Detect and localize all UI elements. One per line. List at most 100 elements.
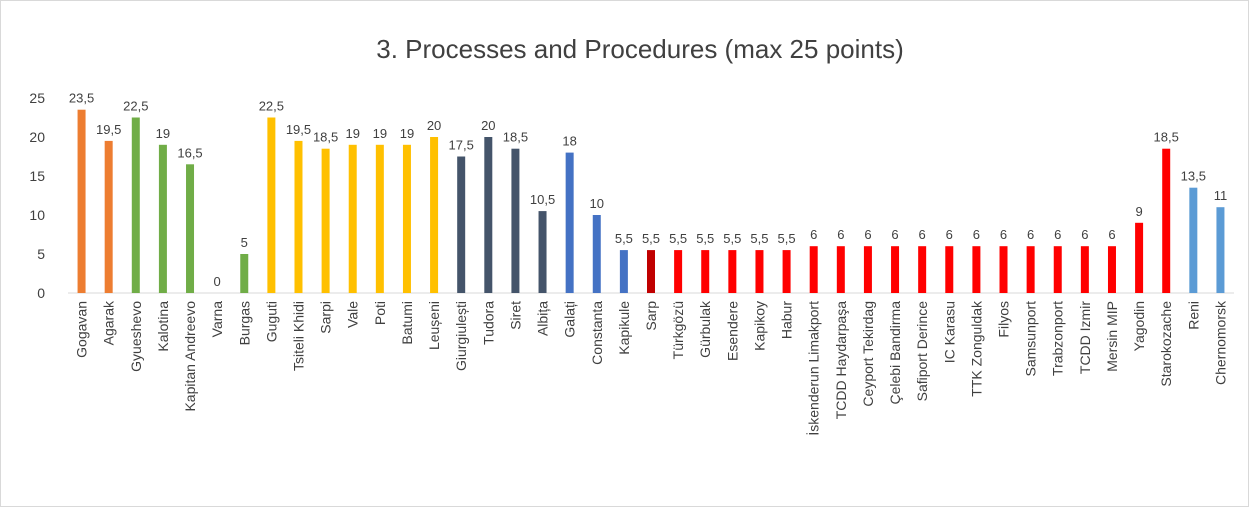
bar bbox=[782, 250, 791, 293]
value-label: 6 bbox=[946, 227, 953, 242]
x-tick-label: Gogavan bbox=[74, 301, 90, 358]
value-label: 6 bbox=[864, 227, 871, 242]
value-label: 6 bbox=[1108, 227, 1115, 242]
x-tick-label: Tsiteli Khidi bbox=[290, 301, 306, 371]
value-label: 9 bbox=[1135, 204, 1142, 219]
value-label: 20 bbox=[481, 118, 495, 133]
value-label: 5,5 bbox=[669, 231, 687, 246]
bar bbox=[77, 109, 86, 293]
bar bbox=[999, 246, 1008, 293]
x-tick-label: IC Karasu bbox=[941, 301, 957, 363]
value-label: 16,5 bbox=[177, 145, 202, 160]
bar bbox=[402, 144, 411, 293]
x-tick-label: Filyos bbox=[996, 301, 1012, 338]
x-tick-label: Starokozache bbox=[1158, 301, 1174, 387]
x-tick-label: Gyueshevo bbox=[128, 301, 144, 372]
value-label: 18,5 bbox=[313, 130, 338, 145]
value-label: 5,5 bbox=[723, 231, 741, 246]
x-tick-label: TCDD Izmir bbox=[1077, 301, 1093, 374]
y-tick-label: 20 bbox=[29, 129, 45, 145]
value-label: 19,5 bbox=[96, 122, 121, 137]
value-label: 18,5 bbox=[1154, 130, 1179, 145]
x-tick-label: Albița bbox=[535, 301, 551, 336]
x-tick-label: Kapikule bbox=[616, 301, 632, 355]
y-tick-label: 10 bbox=[29, 207, 45, 223]
value-label: 19,5 bbox=[286, 122, 311, 137]
value-label: 5 bbox=[241, 235, 248, 250]
bar bbox=[755, 250, 764, 293]
bar bbox=[863, 246, 872, 293]
value-label: 10 bbox=[590, 196, 604, 211]
bar bbox=[321, 148, 330, 293]
value-label: 19 bbox=[400, 126, 414, 141]
bar bbox=[1080, 246, 1089, 293]
x-tick-label: Trabzonport bbox=[1050, 301, 1066, 376]
x-tick-label: Leușeni bbox=[426, 301, 442, 350]
bar bbox=[1026, 246, 1035, 293]
bar bbox=[836, 246, 845, 293]
bar bbox=[619, 250, 628, 293]
value-label: 18 bbox=[562, 134, 576, 149]
x-tick-label: Varna bbox=[209, 301, 225, 338]
x-tick-label: Kapikoy bbox=[751, 301, 767, 351]
value-label: 18,5 bbox=[503, 130, 528, 145]
bar bbox=[131, 117, 140, 293]
bar bbox=[1107, 246, 1116, 293]
bar bbox=[186, 164, 195, 293]
x-tick-label: Constanta bbox=[589, 301, 605, 365]
bar bbox=[430, 137, 439, 293]
value-label: 22,5 bbox=[259, 99, 284, 114]
bar bbox=[240, 254, 249, 293]
x-tick-label: Kalotina bbox=[155, 301, 171, 352]
x-tick-label: Chernomorsk bbox=[1212, 300, 1228, 385]
bar bbox=[972, 246, 981, 293]
x-tick-label: Giurgiulești bbox=[453, 301, 469, 371]
bar bbox=[565, 152, 574, 293]
value-label: 23,5 bbox=[69, 91, 94, 106]
y-tick-label: 5 bbox=[37, 246, 45, 262]
x-tick-label: Reni bbox=[1185, 301, 1201, 330]
bar bbox=[1053, 246, 1062, 293]
bar bbox=[945, 246, 954, 293]
bar bbox=[1162, 148, 1171, 293]
x-tick-label: Gürbulak bbox=[697, 300, 713, 358]
value-label: 19 bbox=[373, 126, 387, 141]
x-tick-label: Safiport Derince bbox=[914, 301, 930, 402]
value-label: 6 bbox=[919, 227, 926, 242]
value-label: 20 bbox=[427, 118, 441, 133]
value-label: 6 bbox=[1054, 227, 1061, 242]
x-tick-label: Sarp bbox=[643, 301, 659, 331]
bar bbox=[457, 156, 466, 293]
x-tick-label: Poti bbox=[372, 301, 388, 325]
x-tick-label: Ceyport Tekirdag bbox=[860, 301, 876, 407]
y-tick-label: 25 bbox=[29, 90, 45, 106]
bar bbox=[728, 250, 737, 293]
bar bbox=[1216, 207, 1225, 293]
value-label: 0 bbox=[214, 274, 221, 289]
chart-title: 3. Processes and Procedures (max 25 poin… bbox=[376, 34, 903, 64]
value-label: 19 bbox=[156, 126, 170, 141]
x-tick-label: Vale bbox=[345, 301, 361, 328]
value-label: 6 bbox=[1081, 227, 1088, 242]
x-tick-label: Kapitan Andreevo bbox=[182, 301, 198, 412]
bar bbox=[484, 137, 493, 293]
bar bbox=[891, 246, 900, 293]
x-tick-label: TCDD Haydarpaşa bbox=[833, 301, 849, 419]
value-label: 6 bbox=[810, 227, 817, 242]
x-tick-label: Yagodin bbox=[1131, 301, 1147, 351]
value-label: 13,5 bbox=[1181, 169, 1206, 184]
value-label: 11 bbox=[1214, 188, 1228, 203]
x-tick-label: Sarpi bbox=[318, 301, 334, 334]
bar bbox=[294, 140, 303, 293]
value-label: 19 bbox=[345, 126, 359, 141]
bar bbox=[701, 250, 710, 293]
bar bbox=[592, 215, 601, 293]
x-tick-label: Türkgözü bbox=[670, 301, 686, 359]
bar bbox=[809, 246, 818, 293]
x-tick-label: Burgas bbox=[236, 301, 252, 345]
value-label: 5,5 bbox=[696, 231, 714, 246]
x-tick-label: Guguti bbox=[263, 301, 279, 342]
bar bbox=[267, 117, 276, 293]
value-label: 6 bbox=[1027, 227, 1034, 242]
